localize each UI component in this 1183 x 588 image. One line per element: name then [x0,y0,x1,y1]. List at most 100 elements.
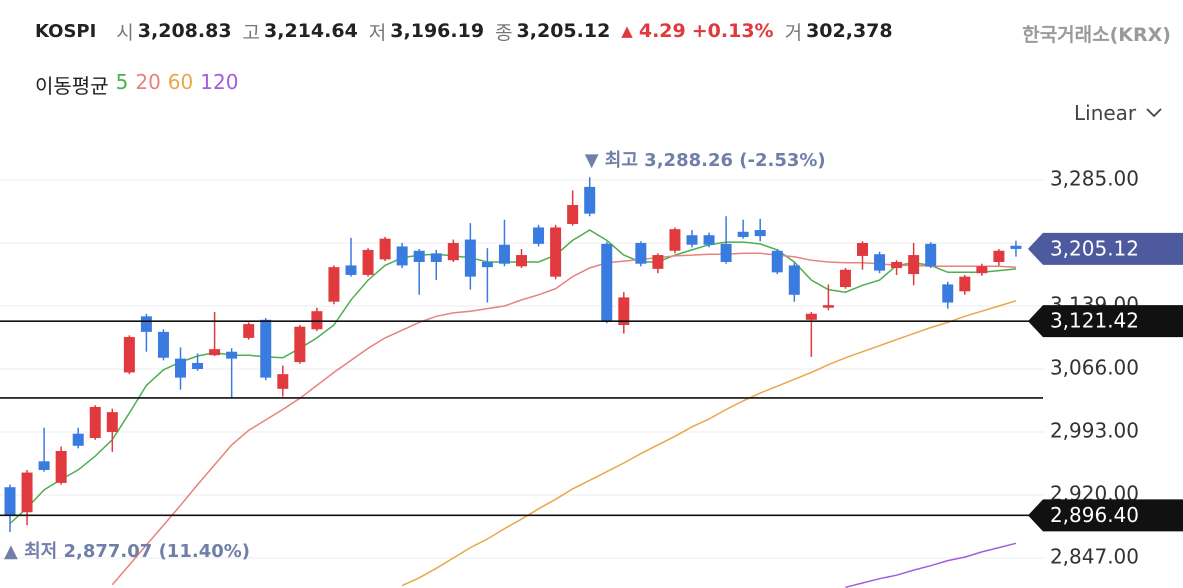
candle-body [516,255,527,267]
low-value: 3,196.19 [390,20,485,42]
candle-body [277,374,289,389]
candle-body [294,326,306,363]
candle-body [4,487,16,515]
candle-body [260,319,272,378]
candle-body [464,239,476,277]
candle-body [481,261,493,268]
open-label: 시 [116,21,134,44]
candle-body [55,450,67,483]
candle-body [175,358,186,378]
ma-line [111,252,1017,586]
ma-legend: 이동평균 5 20 60 120 [35,70,238,99]
change: 4.29 [638,20,686,42]
high-value: 3,214.64 [264,20,358,42]
candle-body [447,242,459,261]
candle-body [106,412,118,432]
line-badge-label: 3,121.42 [1050,309,1139,333]
y-tick-label: 2,993.00 [1050,418,1139,442]
candle-body [976,266,988,274]
candle-body [379,238,391,260]
volume-value: 302,378 [806,20,893,42]
legend-entry: 5 [115,70,129,94]
low-label: 저 [368,21,387,44]
candle-body [601,243,613,321]
line-badge-label: 2,896.40 [1050,503,1139,527]
legend-entry: 20 [135,70,161,94]
candle-body [413,250,425,262]
candle-body [993,250,1005,262]
close-label: 종 [495,21,513,44]
candle-body [567,205,579,225]
line-badge [1028,305,1183,338]
ma-line [9,229,1017,525]
high-annotation: ▼ 최고 3,288.26 (-2.53%) [585,150,826,171]
candle-body [192,362,204,369]
close-value: 3,205.12 [516,20,611,42]
candle-body [1010,245,1022,249]
open-value: 3,208.83 [137,20,232,42]
candle-body [140,316,152,332]
scale-selector[interactable]: Linear [1074,101,1162,125]
candle-body [498,244,510,264]
source: 한국거래소(KRX) [1022,24,1171,46]
candle-body [891,261,903,269]
legend-entry: 60 [167,70,194,94]
candle-body [209,349,221,356]
change-pct: +0.13% [691,20,774,42]
ma-legend-label: 이동평균 [35,74,109,98]
candle-body [72,433,84,446]
y-tick-label: 2,847.00 [1050,544,1139,568]
high-label: 고 [242,21,261,44]
candle-body [908,255,920,275]
candle-body [157,331,169,358]
current-price-badge [1028,232,1183,265]
candle-body [311,311,323,330]
candle-body [123,337,135,373]
candle-body [669,229,681,251]
candle-body [362,249,374,275]
candle-body [720,243,732,262]
symbol: KOSPI [35,20,97,42]
candle-body [430,253,442,262]
line-badge [1028,499,1183,532]
candle-body [703,235,715,245]
candle-body [89,406,101,439]
candle-body [857,242,868,256]
volume-label: 거 [784,21,803,44]
candle-body [874,254,886,271]
candle-body [584,186,596,214]
candle-body [533,227,545,244]
candle-body [21,472,33,513]
candle-body [686,235,698,245]
candle-body [942,284,954,303]
candle-body [959,276,971,292]
candle-body [618,297,630,325]
current-price-badge-label: 3,205.12 [1050,236,1139,260]
candle-body [737,231,749,237]
candle-body [839,269,851,288]
candle-body [550,227,562,277]
candle-body [226,351,238,359]
quote-header: KOSPI 시 3,208.83 고 3,214.64 저 3,196.19 종 3,2… [35,16,904,46]
candle-body [805,313,817,320]
ma-line [401,300,1017,587]
candle-body [345,265,357,275]
candle-body [243,324,255,338]
ma-line [845,542,1017,588]
legend-entry: 120 [200,70,239,94]
candle-body [635,242,647,264]
y-tick-label: 3,285.00 [1050,166,1139,190]
low-annotation: ▲ 최저 2,877.07 (11.40%) [4,541,250,562]
candle-body [396,246,408,266]
candle-body [788,265,800,295]
y-tick-label: 3,066.00 [1050,355,1139,379]
candle-body [822,305,834,308]
scale-label: Linear [1074,101,1137,125]
candle-body [925,243,937,267]
change-arrow: ▲ [621,22,633,40]
candle-body [771,250,783,273]
candle-body [38,461,50,470]
candle-body [328,267,340,302]
